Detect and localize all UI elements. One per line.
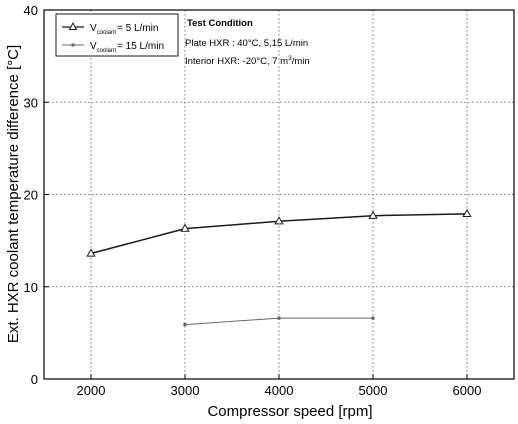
annotation-title: Test Condition bbox=[187, 18, 253, 29]
legend-triangle-marker-icon bbox=[68, 21, 78, 30]
data-point-triangle bbox=[86, 248, 96, 257]
data-point-dot bbox=[371, 316, 375, 320]
x-tick-label: 6000 bbox=[453, 383, 482, 398]
axis-ticks: 2000 3000 4000 5000 6000 0 10 20 30 40 bbox=[24, 3, 482, 398]
annotation-line-2: Interior HXR: -20°C, 7 m3/min bbox=[185, 55, 310, 67]
x-tick-label: 2000 bbox=[77, 383, 106, 398]
x-tick-label: 4000 bbox=[265, 383, 294, 398]
legend: Vcoolant= 5 L/min Vcoolant= 15 L/min bbox=[55, 13, 179, 57]
y-tick-label: 20 bbox=[24, 188, 38, 203]
legend-label-series-1: Vcoolant= 5 L/min bbox=[90, 23, 158, 36]
data-point-triangle bbox=[274, 216, 284, 225]
data-point-triangle bbox=[462, 208, 472, 217]
x-tick-label: 3000 bbox=[171, 383, 200, 398]
legend-label-series-2: Vcoolant= 15 L/min bbox=[90, 41, 164, 54]
y-axis-label: Ext. HXR coolant temperature difference … bbox=[5, 45, 22, 343]
y-tick-label: 40 bbox=[24, 3, 38, 18]
series-2 bbox=[183, 316, 375, 327]
x-axis-label: Compressor speed [rpm] bbox=[207, 403, 372, 420]
data-point-triangle bbox=[180, 223, 190, 232]
series-layer bbox=[86, 208, 472, 327]
legend-item-series-1: Vcoolant= 5 L/min bbox=[62, 21, 158, 36]
y-tick-label: 10 bbox=[24, 280, 38, 295]
y-tick-label: 30 bbox=[24, 95, 38, 110]
legend-box bbox=[55, 13, 179, 57]
legend-item-series-2: Vcoolant= 15 L/min bbox=[62, 41, 164, 54]
data-point-triangle bbox=[368, 210, 378, 219]
test-condition-annotation: Test Condition Plate HXR : 40°C, 5,15 L/… bbox=[185, 18, 310, 67]
data-point-dot bbox=[183, 322, 187, 327]
annotation-line-1: Plate HXR : 40°C, 5,15 L/min bbox=[185, 38, 308, 49]
data-point-dot bbox=[277, 316, 281, 320]
grid-lines bbox=[44, 9, 514, 380]
y-tick-label: 0 bbox=[31, 372, 38, 387]
legend-dot-marker-icon bbox=[71, 43, 75, 47]
series-1 bbox=[86, 208, 472, 257]
x-tick-label: 5000 bbox=[359, 383, 388, 398]
